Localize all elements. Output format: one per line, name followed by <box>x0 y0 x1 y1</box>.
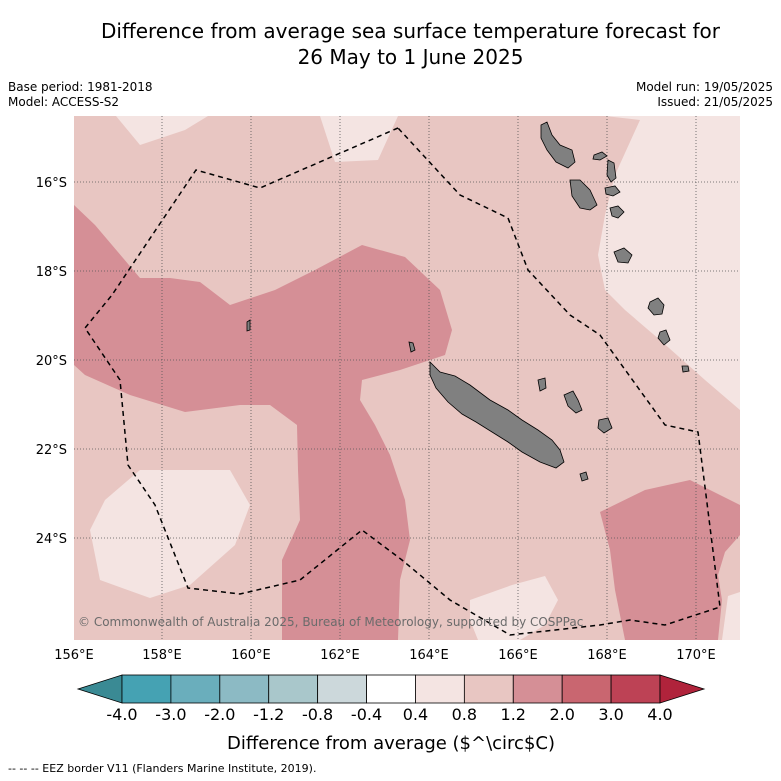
lon-label: 162°E <box>320 648 360 663</box>
lon-label: 170°E <box>676 648 716 663</box>
colorbar-label: 1.2 <box>501 705 526 724</box>
island-efate <box>609 205 625 219</box>
lat-label: 22°S <box>36 443 67 458</box>
anomaly-patch-low-south <box>470 576 558 640</box>
model-run: Model run: 19/05/2025 <box>635 80 773 94</box>
colorbar-swatch <box>219 674 270 704</box>
island-lifou <box>563 390 583 414</box>
colorbar-swatch <box>170 674 221 704</box>
colorbar-label: 4.0 <box>647 705 672 724</box>
colorbar-title: Difference from average ($^\circ$C) <box>227 733 555 754</box>
model-name: Model: ACCESS-S2 <box>8 95 120 109</box>
land-masses <box>246 121 690 482</box>
island-tanna <box>613 247 633 264</box>
meta-right: Model run: 19/05/2025 Issued: 21/05/2025 <box>636 80 773 110</box>
anomaly-patch-low-nw <box>116 116 208 145</box>
colorbar-under-arrow <box>76 674 123 704</box>
colorbar-label: -3.0 <box>155 705 186 724</box>
lon-label: 156°E <box>54 648 94 663</box>
colorbar-label: 0.8 <box>452 705 477 724</box>
colorbar-label: 3.0 <box>598 705 623 724</box>
anomaly-patch-low-east <box>598 116 740 410</box>
colorbar-swatch <box>415 674 465 704</box>
anomaly-patch-low-north <box>320 116 398 162</box>
eez-legend-footer: -- -- -- EEZ border V11 (Flanders Marine… <box>8 762 317 775</box>
island-hunter <box>657 329 671 346</box>
colorbar-label: -1.2 <box>253 705 284 724</box>
colorbar-swatch <box>561 674 612 704</box>
meta-left: Base period: 1981-2018 Model: ACCESS-S2 <box>8 80 153 110</box>
colorbar-swatch <box>366 674 416 704</box>
island-epi <box>604 185 621 197</box>
lat-label: 18°S <box>36 265 67 280</box>
lon-label: 158°E <box>142 648 182 663</box>
lon-label: 166°E <box>498 648 538 663</box>
colorbar-labels: -4.0 -3.0 -2.0 -1.2 -0.8 -0.4 0.4 0.8 1.2 2.0 3.0 4… <box>106 705 672 724</box>
anomaly-patch-low-southeast <box>722 592 740 640</box>
map-area: © Commonwealth of Australia 2025, Bureau… <box>74 116 740 640</box>
colorbar: -4.0 -3.0 -2.0 -1.2 -0.8 -0.4 0.4 0.8 1.2 2.0 3.0 4… <box>76 674 706 754</box>
lon-label: 164°E <box>409 648 449 663</box>
island-walpole <box>681 365 690 373</box>
colorbar-label: -4.0 <box>106 705 137 724</box>
colorbar-swatches <box>121 674 661 704</box>
island-santo <box>540 121 576 169</box>
issued-date: Issued: 21/05/2025 <box>657 95 773 109</box>
copyright-notice: © Commonwealth of Australia 2025, Bureau… <box>78 615 583 629</box>
island-ouvea <box>537 377 547 392</box>
island-pines <box>579 471 589 482</box>
lon-label: 168°E <box>587 648 627 663</box>
lon-axis: 156°E 158°E 160°E 162°E 164°E 166°E 168°… <box>54 648 716 663</box>
lat-label: 16°S <box>36 176 67 191</box>
colorbar-label: -0.4 <box>351 705 382 724</box>
island-chesterfield <box>246 319 251 332</box>
colorbar-swatch <box>317 674 367 704</box>
colorbar-label: -0.8 <box>302 705 333 724</box>
graticule <box>74 116 740 640</box>
anomaly-patch-high-southeast <box>600 480 740 640</box>
lon-label: 160°E <box>231 648 271 663</box>
colorbar-swatch <box>121 674 172 704</box>
lat-label: 20°S <box>36 354 67 369</box>
island-mare <box>597 417 613 434</box>
chart-title: Difference from average sea surface temp… <box>40 18 781 70</box>
colorbar-over-arrow <box>659 674 706 704</box>
colorbar-swatch <box>268 674 319 704</box>
new-caledonia-mainland <box>429 361 565 469</box>
island-pentecost <box>606 159 617 183</box>
colorbar-label: -2.0 <box>204 705 235 724</box>
island-malakula <box>569 179 598 211</box>
title-line-1: Difference from average sea surface temp… <box>100 19 720 43</box>
base-period: Base period: 1981-2018 <box>8 80 153 94</box>
anomaly-patch-high-central <box>74 205 452 640</box>
colorbar-label: 2.0 <box>549 705 574 724</box>
colorbar-swatch <box>512 674 563 704</box>
island-matthew <box>647 297 665 316</box>
eez-border <box>84 127 721 636</box>
anomaly-patch-low-southwest <box>90 470 250 598</box>
colorbar-label: 0.4 <box>403 705 428 724</box>
lat-axis: 16°S 18°S 20°S 22°S 24°S <box>36 176 67 547</box>
colorbar-swatch <box>463 674 514 704</box>
island-ambae <box>592 151 608 161</box>
lat-label: 24°S <box>36 532 67 547</box>
title-line-2: 26 May to 1 June 2025 <box>297 45 524 69</box>
island-belep <box>408 341 416 353</box>
colorbar-swatch <box>610 674 661 704</box>
